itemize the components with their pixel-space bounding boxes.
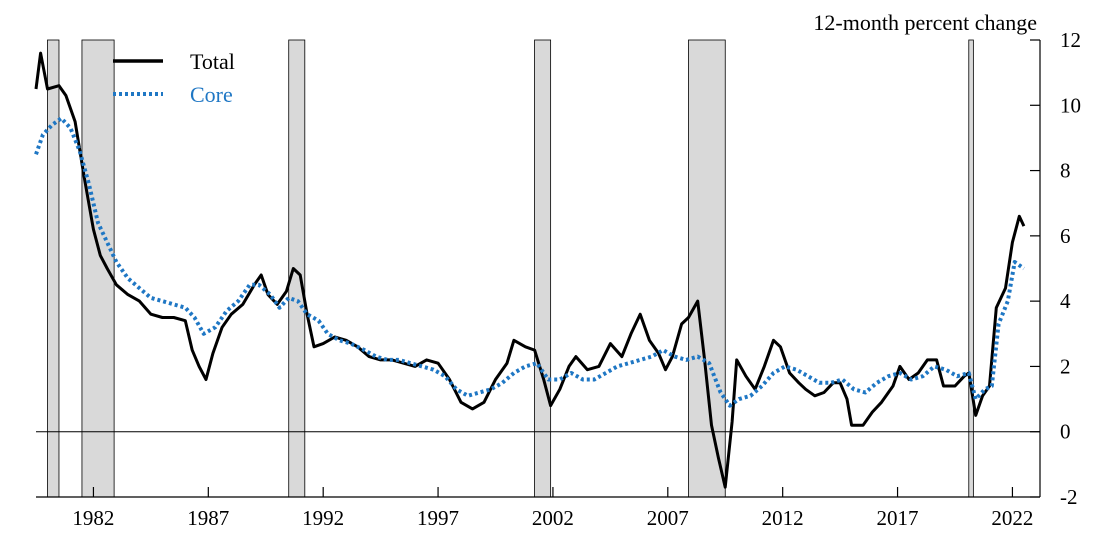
- y-tick-label: 2: [1060, 354, 1071, 378]
- recession-band-1: [47, 39, 60, 498]
- y-tick-label: 4: [1060, 289, 1071, 313]
- axes: -2 0 2 4 6 8 10 12 1982 1987 1992 1997 2002 2007 2012 2…: [36, 28, 1081, 530]
- recession-band-3: [288, 39, 306, 498]
- recession-band-4: [534, 39, 552, 498]
- legend-core-label: Core: [190, 82, 233, 107]
- recession-band-6: [968, 39, 974, 498]
- x-tick-label: 2017: [877, 506, 919, 530]
- y-tick-label: 8: [1060, 159, 1071, 183]
- y-tick-label: 10: [1060, 93, 1081, 117]
- recession-band-2: [81, 39, 115, 498]
- y-tick-label: 12: [1060, 28, 1081, 52]
- y-tick-label: -2: [1060, 485, 1078, 509]
- series-line-total: [34, 51, 1026, 489]
- x-tick-label: 1982: [72, 506, 114, 530]
- legend-total-label: Total: [190, 49, 235, 74]
- x-tick-label: 2012: [762, 506, 804, 530]
- series-lines: [34, 51, 1026, 489]
- x-tick-label: 2007: [647, 506, 689, 530]
- recession-band-5: [688, 39, 726, 498]
- y-tick-label: 0: [1060, 420, 1071, 444]
- x-tick-label: 2022: [991, 506, 1033, 530]
- y-tick-label: 6: [1060, 224, 1071, 248]
- x-tick-label: 2002: [532, 506, 574, 530]
- x-tick-label: 1987: [187, 506, 229, 530]
- recession-shading: [47, 39, 974, 498]
- x-tick-label: 1992: [302, 506, 344, 530]
- y-axis-unit-label: 12-month percent change: [813, 10, 1037, 35]
- legend: Total Core: [113, 49, 235, 107]
- x-tick-label: 1997: [417, 506, 459, 530]
- series-line-core: [34, 116, 1026, 408]
